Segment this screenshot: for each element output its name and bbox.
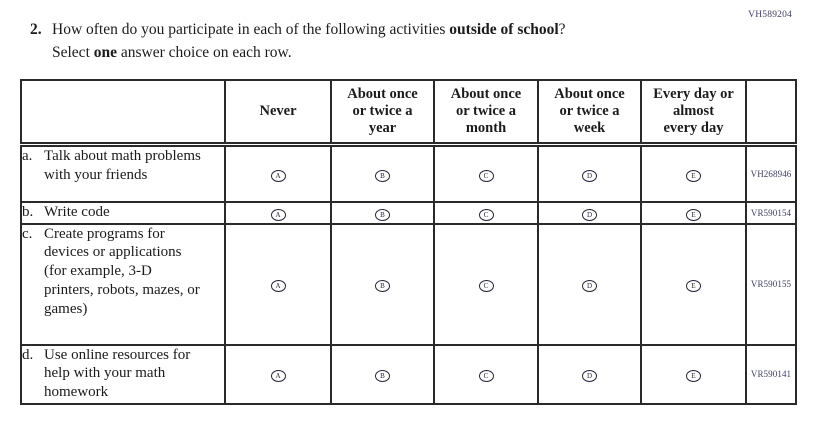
row-accession-code: VR590154 <box>745 200 797 225</box>
option-bubble-a[interactable]: A <box>270 169 286 182</box>
option-bubble-b[interactable]: B <box>375 370 390 382</box>
option-cell-never: A <box>224 200 332 225</box>
option-cell-month: C <box>433 222 539 346</box>
option-bubble-d[interactable]: D <box>582 280 597 292</box>
option-cell-month: C <box>433 200 539 225</box>
option-cell-week: D <box>537 222 642 346</box>
option-bubble-b[interactable]: B <box>375 280 390 292</box>
header-once-twice-week: About once or twice a week <box>537 79 642 147</box>
row-prefix: b. <box>22 203 34 220</box>
question-line-1: 2. How often do you participate in each … <box>30 18 730 41</box>
option-cell-week: D <box>537 343 642 405</box>
question-number: 2. <box>30 21 42 38</box>
option-bubble-e[interactable]: E <box>686 208 701 221</box>
row-label-cell: d. Use online resources for help with yo… <box>20 343 226 405</box>
header-once-twice-month: About once or twice a month <box>433 79 539 147</box>
option-cell-week: D <box>537 143 642 203</box>
option-bubble-d[interactable]: D <box>582 169 597 182</box>
option-bubble-c[interactable]: C <box>478 370 494 382</box>
instruction-post: answer choice on each row. <box>117 44 292 62</box>
table-row-b: b. Write code A B C D E VR590154 <box>20 200 797 225</box>
row-label-cell: b. Write code <box>20 200 226 225</box>
option-cell-month: C <box>433 143 539 203</box>
option-cell-everyday: E <box>640 200 747 225</box>
question-block: 2. How often do you participate in each … <box>30 18 730 65</box>
question-text-bold: outside of school <box>449 21 559 38</box>
instruction-pre: Select <box>52 44 94 62</box>
option-bubble-a[interactable]: A <box>270 208 286 221</box>
option-cell-never: A <box>224 222 332 346</box>
option-bubble-a[interactable]: A <box>270 370 286 382</box>
frequency-matrix-table: Never About once or twice a year About o… <box>20 79 797 405</box>
option-cell-week: D <box>537 200 642 225</box>
option-bubble-d[interactable]: D <box>582 370 597 382</box>
header-never: Never <box>224 79 332 147</box>
row-prefix: a. <box>22 148 33 164</box>
row-label-cell: c. Create programs for devices or applic… <box>20 222 226 346</box>
option-cell-month: C <box>433 343 539 405</box>
option-cell-never: A <box>224 343 332 405</box>
option-cell-everyday: E <box>640 143 747 203</box>
row-prefix: d. <box>22 346 34 363</box>
question-text: How often do you participate in each of … <box>52 18 730 41</box>
row-accession-code: VR590155 <box>745 222 797 346</box>
question-text-post: ? <box>558 21 566 38</box>
option-bubble-e[interactable]: E <box>686 169 701 182</box>
header-row: Never About once or twice a year About o… <box>20 79 797 147</box>
option-cell-year: B <box>330 222 435 346</box>
header-code-blank <box>745 79 797 147</box>
option-cell-year: B <box>330 343 435 405</box>
option-bubble-c[interactable]: C <box>478 169 494 182</box>
option-cell-never: A <box>224 143 332 203</box>
option-bubble-e[interactable]: E <box>686 280 701 292</box>
option-bubble-d[interactable]: D <box>582 208 597 221</box>
row-label: Talk about math problems with your frien… <box>44 148 201 183</box>
instruction-bold: one <box>93 44 117 62</box>
row-accession-code: VH268946 <box>745 143 797 203</box>
row-label-cell: a. Talk about math problems with your fr… <box>20 143 226 203</box>
option-bubble-b[interactable]: B <box>375 169 390 182</box>
table-row-a: a. Talk about math problems with your fr… <box>20 143 797 203</box>
table-row-c: c. Create programs for devices or applic… <box>20 222 797 346</box>
question-line-2: Select one answer choice on each row. <box>52 41 730 64</box>
option-bubble-b[interactable]: B <box>375 208 390 221</box>
row-label: Write code <box>44 203 110 220</box>
row-label: Create programs for devices or applicati… <box>44 225 200 317</box>
option-cell-everyday: E <box>640 343 747 405</box>
table-row-d: d. Use online resources for help with yo… <box>20 343 797 405</box>
question-text-pre: How often do you participate in each of … <box>52 21 450 38</box>
option-bubble-c[interactable]: C <box>478 208 494 221</box>
row-accession-code: VR590141 <box>745 343 797 405</box>
page-accession-code: VH589204 <box>748 10 792 20</box>
option-bubble-a[interactable]: A <box>270 280 286 292</box>
row-label: Use online resources for help with your … <box>44 346 191 401</box>
option-cell-year: B <box>330 200 435 225</box>
row-prefix: c. <box>22 225 33 242</box>
header-once-twice-year: About once or twice a year <box>330 79 435 147</box>
option-cell-everyday: E <box>640 222 747 346</box>
option-bubble-e[interactable]: E <box>686 370 701 382</box>
option-bubble-c[interactable]: C <box>478 280 494 292</box>
option-cell-year: B <box>330 143 435 203</box>
header-every-day: Every day or almost every day <box>640 79 747 147</box>
header-blank <box>20 79 226 147</box>
